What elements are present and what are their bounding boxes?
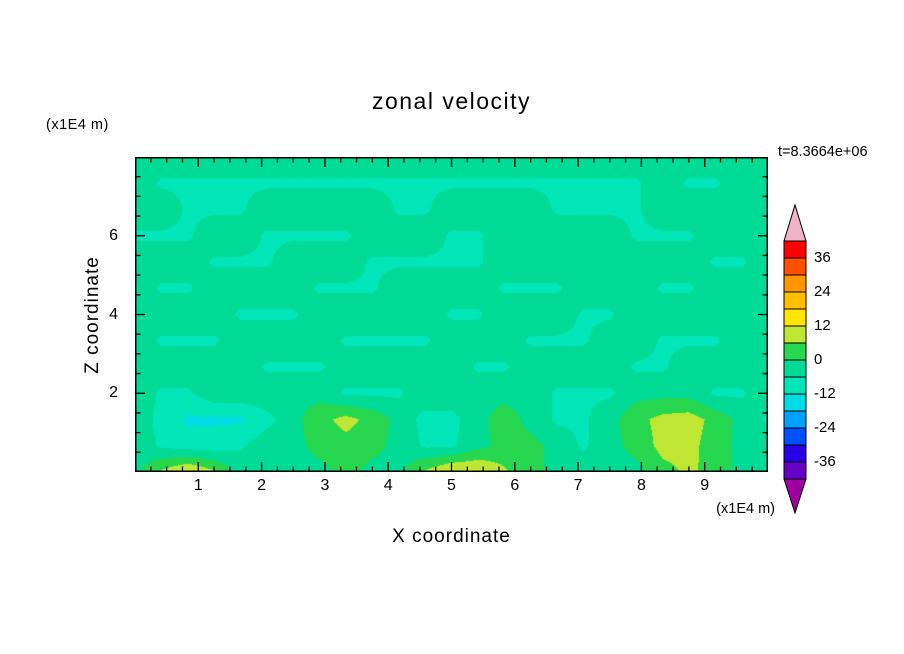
colorbar-segment [783,393,807,412]
x-tick-label: 6 [510,477,520,494]
y-tick-label: 6 [109,226,118,244]
colorbar-segment [783,274,807,293]
axes-frame [135,157,768,472]
colorbar-segment [783,308,807,327]
y-tick-label: 4 [109,305,118,323]
x-tick-label: 1 [193,477,203,494]
y-tick-label: 2 [109,384,118,402]
time-annotation: t=8.3664e+06 [778,144,868,160]
x-axis-label: X coordinate [392,526,511,547]
x-tick-label: 2 [257,477,267,494]
colorbar-label: -12 [814,385,836,402]
colorbar-segment [783,240,807,259]
colorbar-segment [783,376,807,395]
colorbar-label: -36 [814,453,836,470]
colorbar-label: 24 [814,283,831,300]
colorbar-segment [783,410,807,429]
colorbar-label: 36 [814,249,831,266]
x-tick-label: 9 [700,477,710,494]
colorbar-segment [783,359,807,378]
x-tick-label: 3 [320,477,330,494]
colorbar-label: 12 [814,317,831,334]
colorbar-over-arrow [783,203,807,242]
colorbar-label: -24 [814,419,836,436]
colorbar-under-arrow [783,478,807,515]
colorbar-segment [783,427,807,446]
colorbar-segment [783,461,807,480]
colorbar-segment [783,444,807,463]
colorbar-segment [783,291,807,310]
colorbar-segment [783,342,807,361]
x-tick-label: 4 [383,477,393,494]
chart-title: zonal velocity [371,88,532,114]
colorbar-segment [783,325,807,344]
y-axis-unit-label: (x1E4 m) [46,117,109,133]
colorbar-segment [783,257,807,276]
x-tick-label: 5 [447,477,456,494]
contour-canvas [135,157,768,472]
colorbar-label: 0 [814,351,822,368]
x-tick-label: 8 [636,477,646,494]
colorbar: 36 24 12 0 -12 -24 -36 [783,203,836,515]
x-tick-label: 7 [573,477,583,494]
x-axis-unit-label: (x1E4 m) [716,501,775,517]
plot-area [135,157,768,472]
